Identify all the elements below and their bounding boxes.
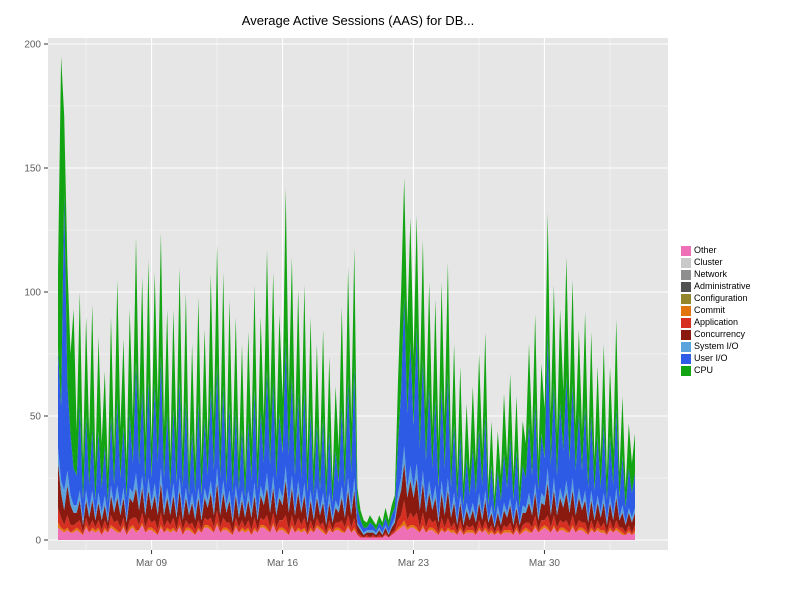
legend-label: Configuration xyxy=(694,293,748,303)
legend-label: Concurrency xyxy=(694,329,746,339)
legend-label: System I/O xyxy=(694,341,739,351)
legend-item: System I/O xyxy=(681,341,751,352)
series-area-concurrency xyxy=(58,463,635,538)
series-area-system-i-o xyxy=(58,445,635,535)
legend-item: Concurrency xyxy=(681,329,751,340)
legend: Other Cluster Network Administrative Configu… xyxy=(681,245,751,377)
legend-label: Cluster xyxy=(694,257,723,267)
series-area-application xyxy=(58,500,635,538)
legend-label: CPU xyxy=(694,365,714,375)
x-tick-label: Mar 23 xyxy=(398,558,430,569)
y-tick-label: 100 xyxy=(24,288,41,299)
legend-swatch-icon xyxy=(681,353,691,364)
legend-item: Commit xyxy=(681,305,751,316)
series-area-user-i-o xyxy=(58,192,635,533)
y-tick-label: 50 xyxy=(30,412,42,423)
y-tick-label: 0 xyxy=(35,536,41,547)
series-area-other xyxy=(58,525,635,540)
legend-swatch-icon xyxy=(681,365,691,376)
x-tick-label: Mar 09 xyxy=(136,558,168,569)
legend-label: User I/O xyxy=(694,353,728,363)
legend-swatch-icon xyxy=(681,341,691,352)
chart-title: Average Active Sessions (AAS) for DB... xyxy=(241,13,475,28)
legend-label: Application xyxy=(694,317,739,327)
legend-item: Application xyxy=(681,317,751,328)
legend-item: Administrative xyxy=(681,281,751,292)
legend-label: Network xyxy=(694,269,728,279)
legend-label: Commit xyxy=(694,305,725,315)
legend-swatch-icon xyxy=(681,329,691,340)
y-tick-label: 200 xyxy=(24,40,41,51)
legend-label: Other xyxy=(694,245,717,255)
legend-swatch-icon xyxy=(681,245,691,256)
legend-swatch-icon xyxy=(681,281,691,292)
legend-swatch-icon xyxy=(681,305,691,316)
legend-item: CPU xyxy=(681,365,751,376)
x-tick-label: Mar 30 xyxy=(529,558,561,569)
legend-item: Configuration xyxy=(681,293,751,304)
legend-swatch-icon xyxy=(681,269,691,280)
legend-item: Network xyxy=(681,269,751,280)
stacked-areas xyxy=(58,56,635,540)
legend-item: Other xyxy=(681,245,751,256)
legend-swatch-icon xyxy=(681,257,691,268)
legend-label: Administrative xyxy=(694,281,751,291)
y-tick-label: 150 xyxy=(24,164,41,175)
x-tick-label: Mar 16 xyxy=(267,558,299,569)
legend-swatch-icon xyxy=(681,317,691,328)
axes: 0 50 100 150 200 Mar 09 Mar 16 Mar 23 Mar 30 xyxy=(24,40,560,570)
legend-item: Cluster xyxy=(681,257,751,268)
legend-swatch-icon xyxy=(681,293,691,304)
legend-item: User I/O xyxy=(681,353,751,364)
